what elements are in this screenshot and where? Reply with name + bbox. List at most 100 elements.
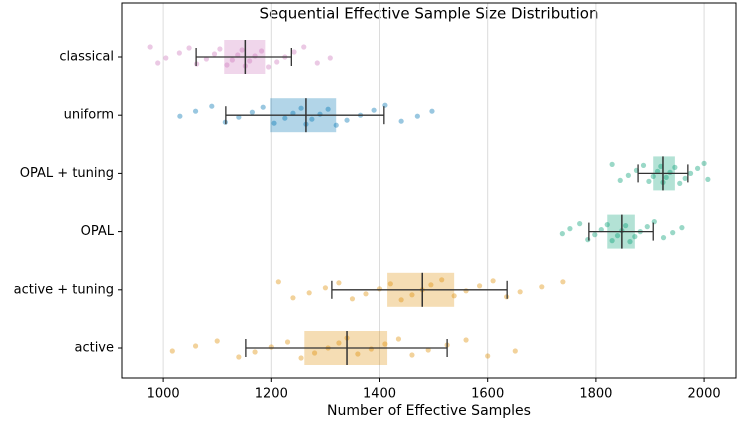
point [371,107,377,113]
point [327,55,333,61]
point [654,168,661,174]
point [291,49,297,55]
point [609,161,615,167]
point [349,296,356,302]
point [517,289,523,295]
point [186,45,192,51]
point [414,113,420,119]
point [705,176,711,182]
point [651,219,657,225]
point [701,160,707,166]
point [382,341,388,347]
point [217,46,223,52]
point [559,231,565,237]
point [560,279,566,285]
point [577,221,583,227]
point [567,226,573,232]
point [650,173,656,179]
point [275,279,281,285]
point [236,114,242,120]
point [476,283,483,289]
point [209,103,215,109]
point [398,118,404,124]
point [271,120,277,126]
point [598,227,604,233]
point [298,355,304,361]
point [658,163,664,169]
point [663,174,669,180]
point [306,290,312,296]
x-tick-label: 1000 [147,387,180,402]
point [236,354,242,360]
point [382,102,388,108]
point [363,291,369,297]
point [425,347,431,353]
point [682,175,688,181]
point [155,60,161,66]
x-axis-label: Number of Effective Samples [327,403,531,419]
x-tick-label: 1600 [471,387,504,402]
point [585,237,591,243]
point [398,297,404,303]
point [409,352,415,358]
point [336,280,342,286]
point [229,57,235,63]
point [214,338,220,344]
point [439,277,445,283]
y-tick-label: active [74,341,114,356]
y-tick-label: active + tuning [14,282,114,297]
point [604,222,610,228]
point [387,281,393,287]
point [192,343,199,349]
point [252,349,258,355]
point [211,51,218,57]
point [395,336,402,342]
point [640,162,647,168]
x-tick-label: 1200 [255,387,288,402]
point [617,177,623,183]
point [333,122,339,128]
point [429,108,435,114]
point [239,47,245,53]
point [192,108,199,114]
point [322,285,329,291]
point [646,178,652,184]
point [490,278,496,284]
point [268,344,274,350]
plot-frame [121,2,737,379]
chart-title: Sequential Effective Sample Size Distrib… [260,5,599,23]
point [409,292,415,298]
point [376,286,383,292]
point [298,105,304,111]
point [485,353,491,359]
point [660,235,667,241]
point [284,339,291,345]
point [614,233,621,239]
point [235,52,241,58]
point [428,282,434,288]
point [627,239,633,245]
point [258,48,265,54]
point [260,104,266,110]
point [176,50,182,56]
point [625,172,631,178]
x-tick-label: 1400 [363,387,396,402]
point [539,284,545,290]
point [677,180,683,186]
point [344,117,350,123]
y-tick-label: OPAL [81,224,115,239]
point [694,165,701,171]
point [290,110,296,116]
point [249,109,255,115]
point [355,351,361,357]
point [336,340,342,346]
point [463,337,469,343]
point [609,238,615,244]
y-tick-label: classical [59,50,114,65]
point [282,115,288,121]
point [670,230,676,236]
y-tick-label: OPAL + tuning [20,166,114,181]
point [314,60,320,66]
point [672,164,678,170]
